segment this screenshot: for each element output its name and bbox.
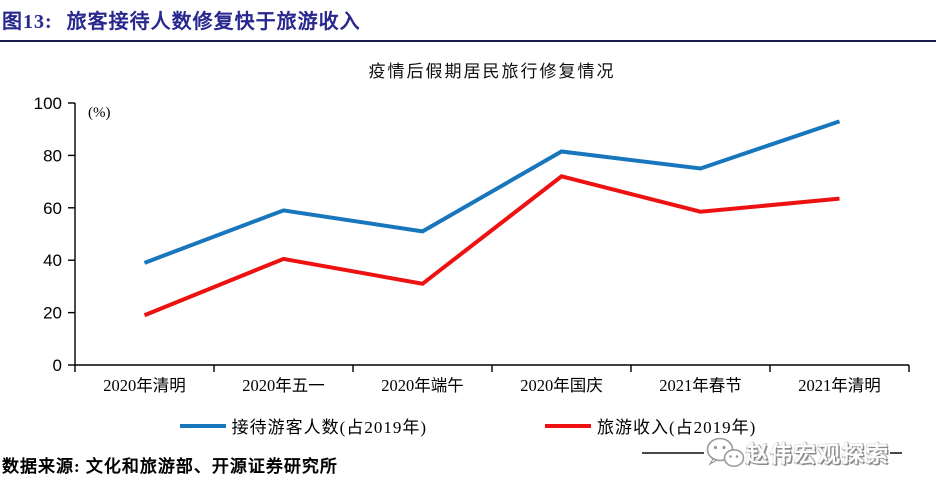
line-chart: 0 20 40 60 80 100 2020年清明 2020年五一 2020年端午 2020年国庆… xyxy=(34,95,910,395)
revenue-legend-swatch-line xyxy=(545,423,591,428)
revenue-line xyxy=(143,174,840,318)
x-category-label: 2021年春节 xyxy=(659,376,742,395)
legend-label: 旅游收入(占2019年) xyxy=(597,418,757,437)
x-category-label: 2020年端午 xyxy=(381,376,464,395)
x-category-label: 2020年清明 xyxy=(103,376,186,395)
data-source: 数据来源: 文化和旅游部、开源证券研究所 xyxy=(2,457,338,476)
visitors-legend-swatch-line xyxy=(179,423,226,428)
chart-title: 疫情后假期居民旅行修复情况 xyxy=(368,62,616,81)
legend-item-revenue: 旅游收入(占2019年) xyxy=(545,413,756,438)
y-tick-label: 0 xyxy=(53,356,62,375)
x-category-label: 2021年清明 xyxy=(798,376,881,395)
figure-header: 图13: 旅客接待人数修复快于旅游收入 xyxy=(0,0,936,34)
watermark-text: 赵伟宏观探索 xyxy=(746,442,891,467)
watermark: 赵伟宏观探索 xyxy=(642,436,932,470)
legend-item-visitors: 接待游客人数(占2019年) xyxy=(179,413,427,438)
y-tick-label: 80 xyxy=(43,146,62,165)
visitors-line xyxy=(143,119,841,265)
y-tick-label: 100 xyxy=(34,95,62,113)
y-tick-label: 60 xyxy=(43,199,62,218)
watermark-line-left xyxy=(642,452,704,454)
watermark-line-right xyxy=(890,452,903,454)
chart-legend: 接待游客人数(占2019年) 旅游收入(占2019年) xyxy=(0,413,936,438)
y-tick-label: 40 xyxy=(43,251,62,270)
wechat-icon xyxy=(706,437,745,467)
figure-title: 旅客接待人数修复快于旅游收入 xyxy=(66,11,361,33)
x-category-label: 2020年五一 xyxy=(242,376,325,395)
header-divider xyxy=(0,40,936,42)
legend-label: 接待游客人数(占2019年) xyxy=(231,418,427,437)
x-category-label: 2020年国庆 xyxy=(520,376,603,395)
figure-number: 图13: xyxy=(2,11,53,33)
y-unit-label: (%) xyxy=(88,105,111,121)
y-tick-label: 20 xyxy=(43,304,62,323)
